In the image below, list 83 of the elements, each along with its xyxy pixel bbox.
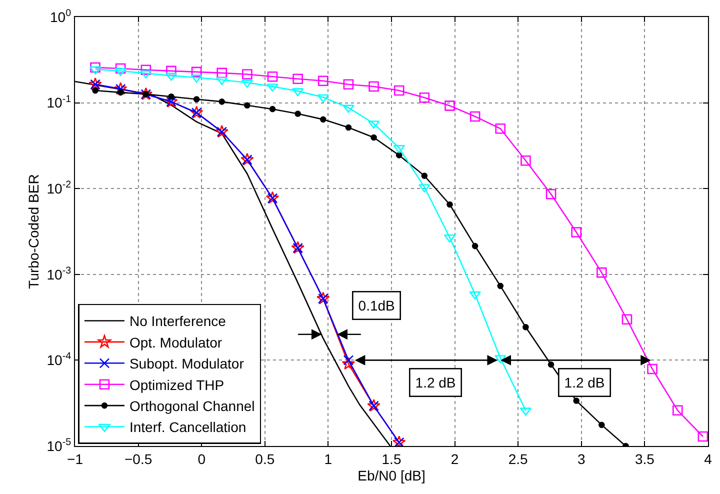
point	[191, 66, 202, 78]
point	[117, 89, 124, 96]
point	[469, 291, 481, 300]
point	[242, 69, 252, 80]
point	[140, 70, 152, 78]
point	[318, 76, 328, 86]
point	[393, 145, 405, 154]
point	[92, 87, 98, 94]
point	[368, 81, 379, 92]
x-tick-label: 4	[704, 450, 712, 467]
point	[598, 422, 605, 428]
point	[596, 267, 607, 278]
point	[522, 324, 529, 330]
legend-label: Optimized THP	[129, 376, 224, 393]
point	[444, 234, 456, 243]
point	[343, 355, 354, 366]
point	[294, 110, 301, 117]
legend-label: Interf. Cancellation	[129, 419, 246, 436]
point	[419, 92, 430, 103]
point	[472, 242, 478, 250]
point	[115, 63, 126, 74]
point	[470, 111, 480, 122]
x-tick-label: 2	[450, 450, 459, 467]
point	[418, 184, 430, 192]
x-tick-label: 2.5	[508, 450, 528, 467]
y-tick-label: 10$^{-1}$	[46, 94, 72, 111]
legend-label: Opt. Modulator	[129, 334, 222, 350]
x-axis-title: Eb/N0 [dB]	[358, 467, 426, 484]
annotation: 1.2 dB	[415, 374, 456, 390]
y-axis-title: Turbo-Coded BER	[25, 174, 42, 289]
point	[190, 74, 202, 83]
point	[495, 123, 506, 134]
legend-label: Orthogonal Channel	[129, 398, 255, 414]
x-tick-label: 1.5	[382, 450, 402, 467]
point	[269, 106, 276, 112]
point	[342, 356, 356, 370]
annotation: 0.1dB	[358, 297, 395, 314]
point	[90, 62, 100, 73]
point	[497, 282, 504, 290]
point	[698, 431, 708, 442]
point	[546, 188, 556, 200]
point	[266, 84, 278, 92]
point	[193, 96, 200, 102]
legend-label: No Interference	[129, 313, 226, 330]
point	[216, 76, 228, 86]
x-tick-label: 0.5	[255, 450, 275, 467]
point	[396, 152, 402, 158]
y-tick-label: 10$^{0}$	[50, 8, 72, 25]
y-tick-label: 10$^{-3}$	[46, 265, 72, 282]
point	[317, 94, 329, 102]
point	[672, 405, 683, 416]
annotation: 1.2 dB	[564, 374, 605, 390]
x-tick-label: −0.5	[124, 450, 152, 467]
legend-label: Subopt. Modulator	[129, 356, 244, 372]
point	[647, 364, 658, 374]
point	[548, 361, 554, 368]
point	[444, 100, 455, 111]
point	[140, 64, 152, 76]
point	[292, 74, 303, 84]
point	[343, 79, 354, 90]
point	[168, 93, 174, 100]
point	[320, 116, 326, 123]
x-tick-label: 3	[578, 450, 586, 467]
point	[573, 398, 580, 404]
y-tick-label: 10$^{-2}$	[46, 180, 72, 196]
point	[370, 134, 377, 141]
point	[446, 201, 453, 208]
point	[622, 314, 632, 325]
point	[520, 155, 531, 166]
point	[267, 71, 278, 82]
point	[218, 98, 226, 105]
point	[244, 102, 250, 109]
point	[421, 172, 428, 179]
point	[394, 85, 404, 96]
x-tick-label: 3.5	[634, 450, 655, 467]
y-tick-label: 10$^{-4}$	[46, 351, 72, 368]
point	[114, 68, 126, 76]
x-tick-label: 1	[324, 450, 332, 467]
point	[494, 355, 506, 364]
point	[571, 227, 582, 238]
point	[342, 104, 354, 113]
point	[345, 124, 352, 131]
x-tick-label: 0	[198, 450, 206, 467]
